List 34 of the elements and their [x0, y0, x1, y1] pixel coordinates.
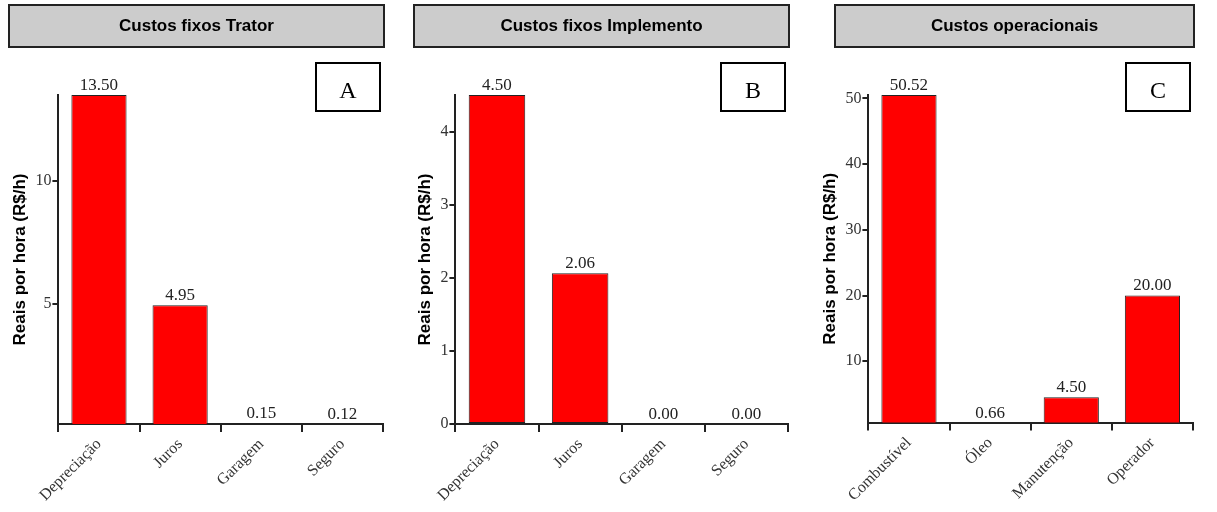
- data-label: 0.00: [731, 403, 762, 423]
- y-axis-title: Reais por hora (R$/h): [414, 173, 434, 346]
- annotation: C: [1125, 62, 1191, 112]
- annotation: B: [720, 62, 786, 112]
- y-tick-label: 50: [845, 88, 862, 106]
- y-tick-label: 0: [440, 414, 449, 432]
- y-tick-label: 10: [35, 171, 52, 189]
- x-tick-label: Óleo: [960, 432, 996, 468]
- annotation: A: [315, 62, 381, 112]
- y-tick-label: 2: [440, 267, 449, 285]
- data-label: 50.52: [889, 74, 929, 94]
- chart-title: Custos fixos Implemento: [413, 4, 790, 48]
- y-tick-label: 40: [845, 154, 862, 172]
- y-tick-label: 5: [43, 294, 52, 312]
- data-label: 4.50: [482, 74, 512, 94]
- y-axis-title: Reais por hora (R$/h): [9, 173, 29, 346]
- data-label: 20.00: [1133, 275, 1172, 295]
- data-label: 0.66: [975, 402, 1005, 422]
- y-tick-label: 4: [440, 121, 449, 139]
- data-label: 0.12: [327, 403, 358, 423]
- y-axis-title: Reais por hora (R$/h): [819, 172, 839, 345]
- y-tick-label: 20: [845, 285, 862, 303]
- y-tick-label: 3: [440, 194, 449, 212]
- y-tick-label: 1: [440, 341, 449, 359]
- data-label: 0.15: [246, 403, 277, 423]
- chart-title: Custos operacionais: [834, 4, 1195, 48]
- data-label: 4.95: [165, 285, 195, 305]
- data-label: 2.06: [565, 253, 595, 273]
- y-tick-label: 30: [845, 220, 862, 238]
- data-label: 4.50: [1056, 377, 1087, 397]
- data-label: 13.50: [79, 74, 119, 94]
- data-label: 0.00: [648, 403, 679, 423]
- y-tick-label: 10: [845, 351, 862, 369]
- chart-title: Custos fixos Trator: [8, 4, 385, 48]
